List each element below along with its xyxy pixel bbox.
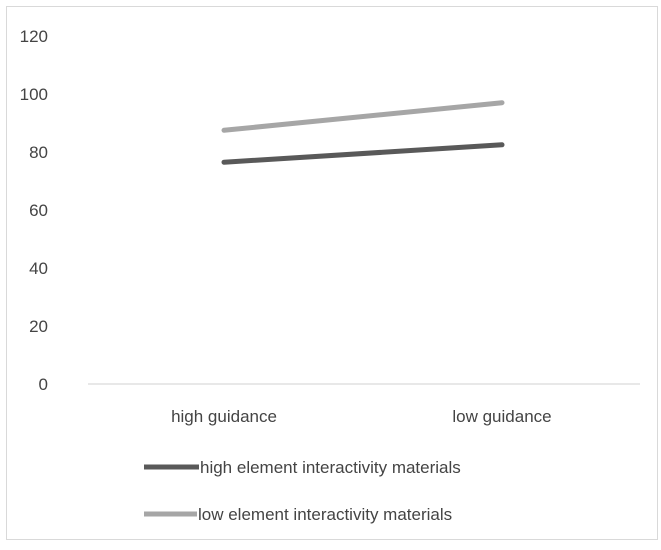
y-tick-label: 120 — [20, 27, 48, 46]
x-axis-tick-labels: high guidance low guidance — [171, 407, 552, 426]
legend-label: low element interactivity materials — [198, 505, 452, 524]
x-tick-label: low guidance — [452, 407, 551, 426]
series-layer — [221, 100, 505, 165]
y-tick-label: 20 — [29, 317, 48, 336]
legend-item-high-element: high element interactivity materials — [144, 458, 461, 477]
series-line — [221, 100, 505, 133]
y-tick-label: 60 — [29, 201, 48, 220]
y-axis-tick-labels: 0 20 40 60 80 100 120 — [20, 27, 48, 394]
chart-border — [6, 6, 658, 540]
x-tick-label: high guidance — [171, 407, 277, 426]
legend: high element interactivity materials low… — [144, 458, 461, 524]
y-tick-label: 0 — [39, 375, 48, 394]
series-line — [221, 142, 505, 165]
y-tick-label: 80 — [29, 143, 48, 162]
y-tick-label: 100 — [20, 85, 48, 104]
y-tick-label: 40 — [29, 259, 48, 278]
legend-label: high element interactivity materials — [200, 458, 461, 477]
legend-item-low-element: low element interactivity materials — [144, 505, 452, 524]
